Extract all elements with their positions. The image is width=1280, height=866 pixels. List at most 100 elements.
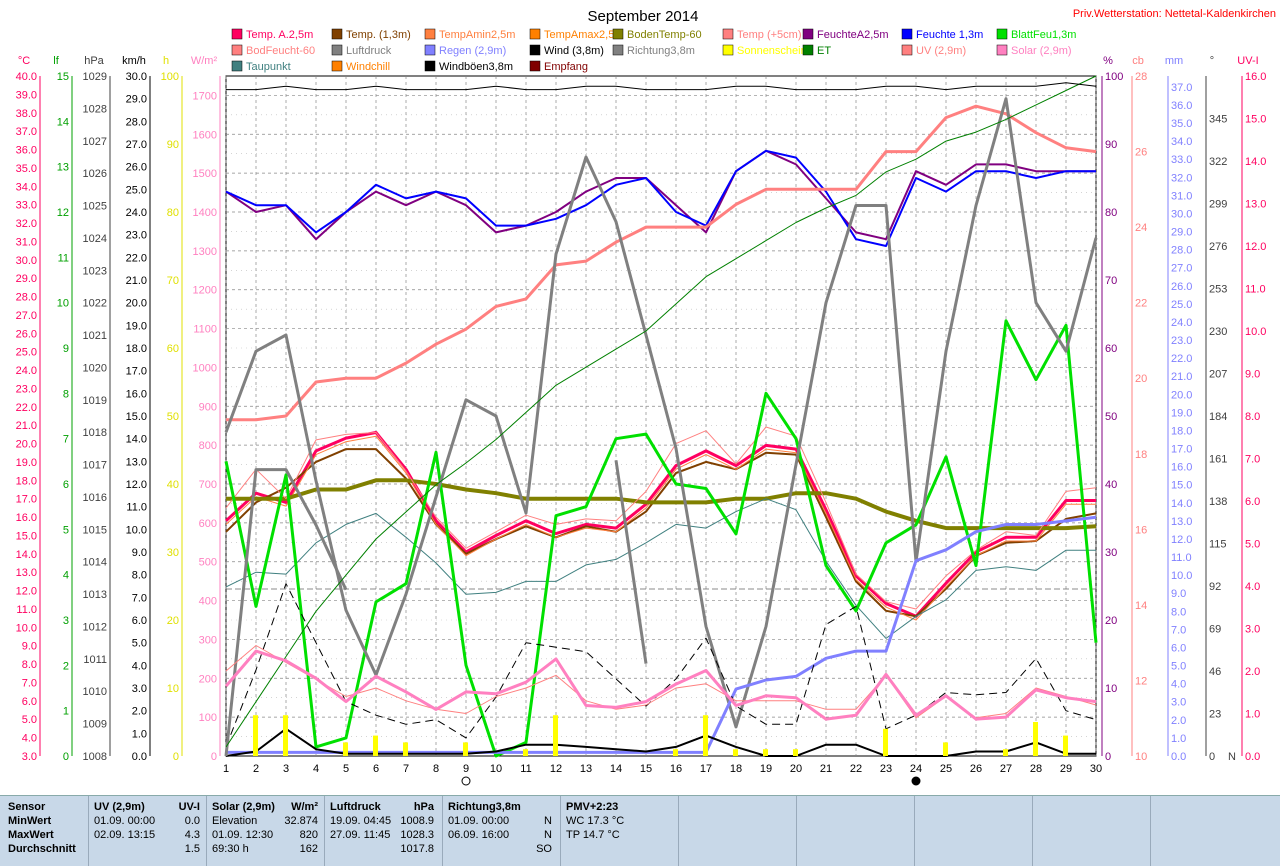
legend-label: TempAmax2,5m [544, 29, 623, 41]
pmv-header: PMV+2:23 [566, 801, 618, 813]
axis-tick-right: 1.0 [1245, 709, 1260, 721]
axis-tick-left: 25.0 [126, 184, 147, 196]
axis-tick-right: 3.0 [1245, 624, 1260, 636]
axis-tick-left: 20 [167, 615, 179, 627]
axis-tick-right: 299 [1209, 199, 1227, 211]
sunshine-bar [373, 736, 378, 756]
uv-min: 0.0 [185, 814, 200, 828]
legend-label: TempAmin2,5m [439, 29, 515, 41]
axis-tick-left: 22.0 [16, 402, 37, 414]
axis-tick-left: 80 [167, 207, 179, 219]
legend-label: BlattFeu1,3m [1011, 29, 1076, 41]
axis-tick-right: 31.0 [1171, 190, 1192, 202]
pressure-max: 1028.3 [400, 828, 434, 842]
axis-tick-right: 4.0 [1245, 581, 1260, 593]
axis-tick-left: 1026 [83, 168, 107, 180]
axis-tick-right: 92 [1209, 581, 1221, 593]
axis-tick-left: 1008 [83, 751, 107, 763]
axis-tick-right: 10 [1105, 683, 1117, 695]
axis-tick-right: 8.0 [1171, 606, 1186, 618]
axis-tick-right: 207 [1209, 369, 1227, 381]
axis-tick-left: 9.0 [132, 547, 147, 559]
legend-swatch [425, 29, 435, 39]
x-tick-label: 16 [670, 763, 682, 775]
x-tick-label: 23 [880, 763, 892, 775]
axis-tick-left: 1021 [83, 330, 107, 342]
axis-tick-left: 30 [167, 547, 179, 559]
stats-label-min: MinWert [8, 814, 83, 828]
axis-tick-left: 20.0 [16, 439, 37, 451]
axis-tick-right: 33.0 [1171, 154, 1192, 166]
axis-unit-left: lf [53, 55, 59, 67]
x-tick-label: 7 [403, 763, 409, 775]
axis-tick-right: 184 [1209, 411, 1227, 423]
axis-tick-right: 60 [1105, 343, 1117, 355]
axis-tick-right: 7.0 [1245, 454, 1260, 466]
axis-tick-left: 23.0 [126, 230, 147, 242]
legend-swatch [332, 45, 342, 55]
axis-tick-left: 38.0 [16, 108, 37, 120]
axis-tick-right: 16.0 [1245, 71, 1266, 83]
legend-swatch [232, 29, 242, 39]
axis-tick-left: 8.0 [22, 659, 37, 671]
legend-label: Windchill [346, 61, 390, 73]
legend-label: Temp. A.2,5m [246, 29, 313, 41]
axis-tick-left: 21.0 [126, 275, 147, 287]
axis-tick-left: 36.0 [16, 145, 37, 157]
axis-tick-left: 14.0 [126, 434, 147, 446]
axis-tick-left: 11.0 [16, 604, 37, 616]
axis-tick-left: 100 [161, 71, 179, 83]
axis-tick-left: 30.0 [16, 255, 37, 267]
stats-row-labels: Sensor MinWert MaxWert Durchschnitt [8, 800, 83, 856]
x-tick-label: 25 [940, 763, 952, 775]
legend-label: Wind (3,8m) [544, 45, 604, 57]
axis-tick-left: 40.0 [16, 71, 37, 83]
x-tick-label: 24 [910, 763, 922, 775]
axis-tick-left: 13.0 [126, 456, 147, 468]
axis-tick-left: 3.0 [22, 751, 37, 763]
axis-tick-left: 10 [167, 683, 179, 695]
axis-tick-right: 8.0 [1245, 411, 1260, 423]
axis-tick-left: 7 [63, 434, 69, 446]
axis-tick-left: 24.0 [16, 365, 37, 377]
legend-swatch [613, 45, 623, 55]
axis-tick-right: 69 [1209, 624, 1221, 636]
legend-swatch [902, 29, 912, 39]
axis-tick-right: 35.0 [1171, 118, 1192, 130]
solar-max-time: 01.09. 12:30 [212, 829, 273, 841]
axis-tick-left: 1200 [193, 285, 217, 297]
x-tick-label: 8 [433, 763, 439, 775]
axis-tick-right: 12.0 [1171, 534, 1192, 546]
legend-label: UV (2,9m) [916, 45, 966, 57]
axis-tick-left: 1018 [83, 427, 107, 439]
axis-tick-left: 21.0 [16, 420, 37, 432]
legend-swatch [232, 61, 242, 71]
legend-label: BodenTemp-60 [627, 29, 702, 41]
solar-elev-label: Elevation [212, 815, 257, 827]
axis-tick-left: 27.0 [126, 139, 147, 151]
axis-tick-right: 36.0 [1171, 100, 1192, 112]
axis-tick-left: 17.0 [16, 494, 37, 506]
sunshine-bar [403, 742, 408, 756]
axis-tick-right: 4.0 [1171, 679, 1186, 691]
uv-max-time: 02.09. 13:15 [94, 829, 155, 841]
axis-tick-left: 3.0 [132, 683, 147, 695]
uv-unit: UV-I [179, 800, 200, 814]
axis-tick-left: 6 [63, 479, 69, 491]
axis-tick-right: 40 [1105, 479, 1117, 491]
axis-tick-right: 24.0 [1171, 317, 1192, 329]
axis-tick-left: 1014 [83, 557, 107, 569]
axis-tick-right: 15.0 [1171, 480, 1192, 492]
axis-tick-left: 7.0 [22, 677, 37, 689]
legend-swatch [332, 29, 342, 39]
axis-tick-left: 27.0 [16, 310, 37, 322]
stats-label-sensor: Sensor [8, 800, 83, 814]
legend-swatch [530, 61, 540, 71]
axis-tick-left: 12 [57, 207, 69, 219]
direction-header: Richtung3,8m [448, 801, 521, 813]
axis-tick-right: 115 [1209, 539, 1227, 551]
sunshine-bar [703, 715, 708, 756]
sunshine-bar [673, 749, 678, 756]
x-tick-label: 19 [760, 763, 772, 775]
axis-tick-right: 32.0 [1171, 172, 1192, 184]
